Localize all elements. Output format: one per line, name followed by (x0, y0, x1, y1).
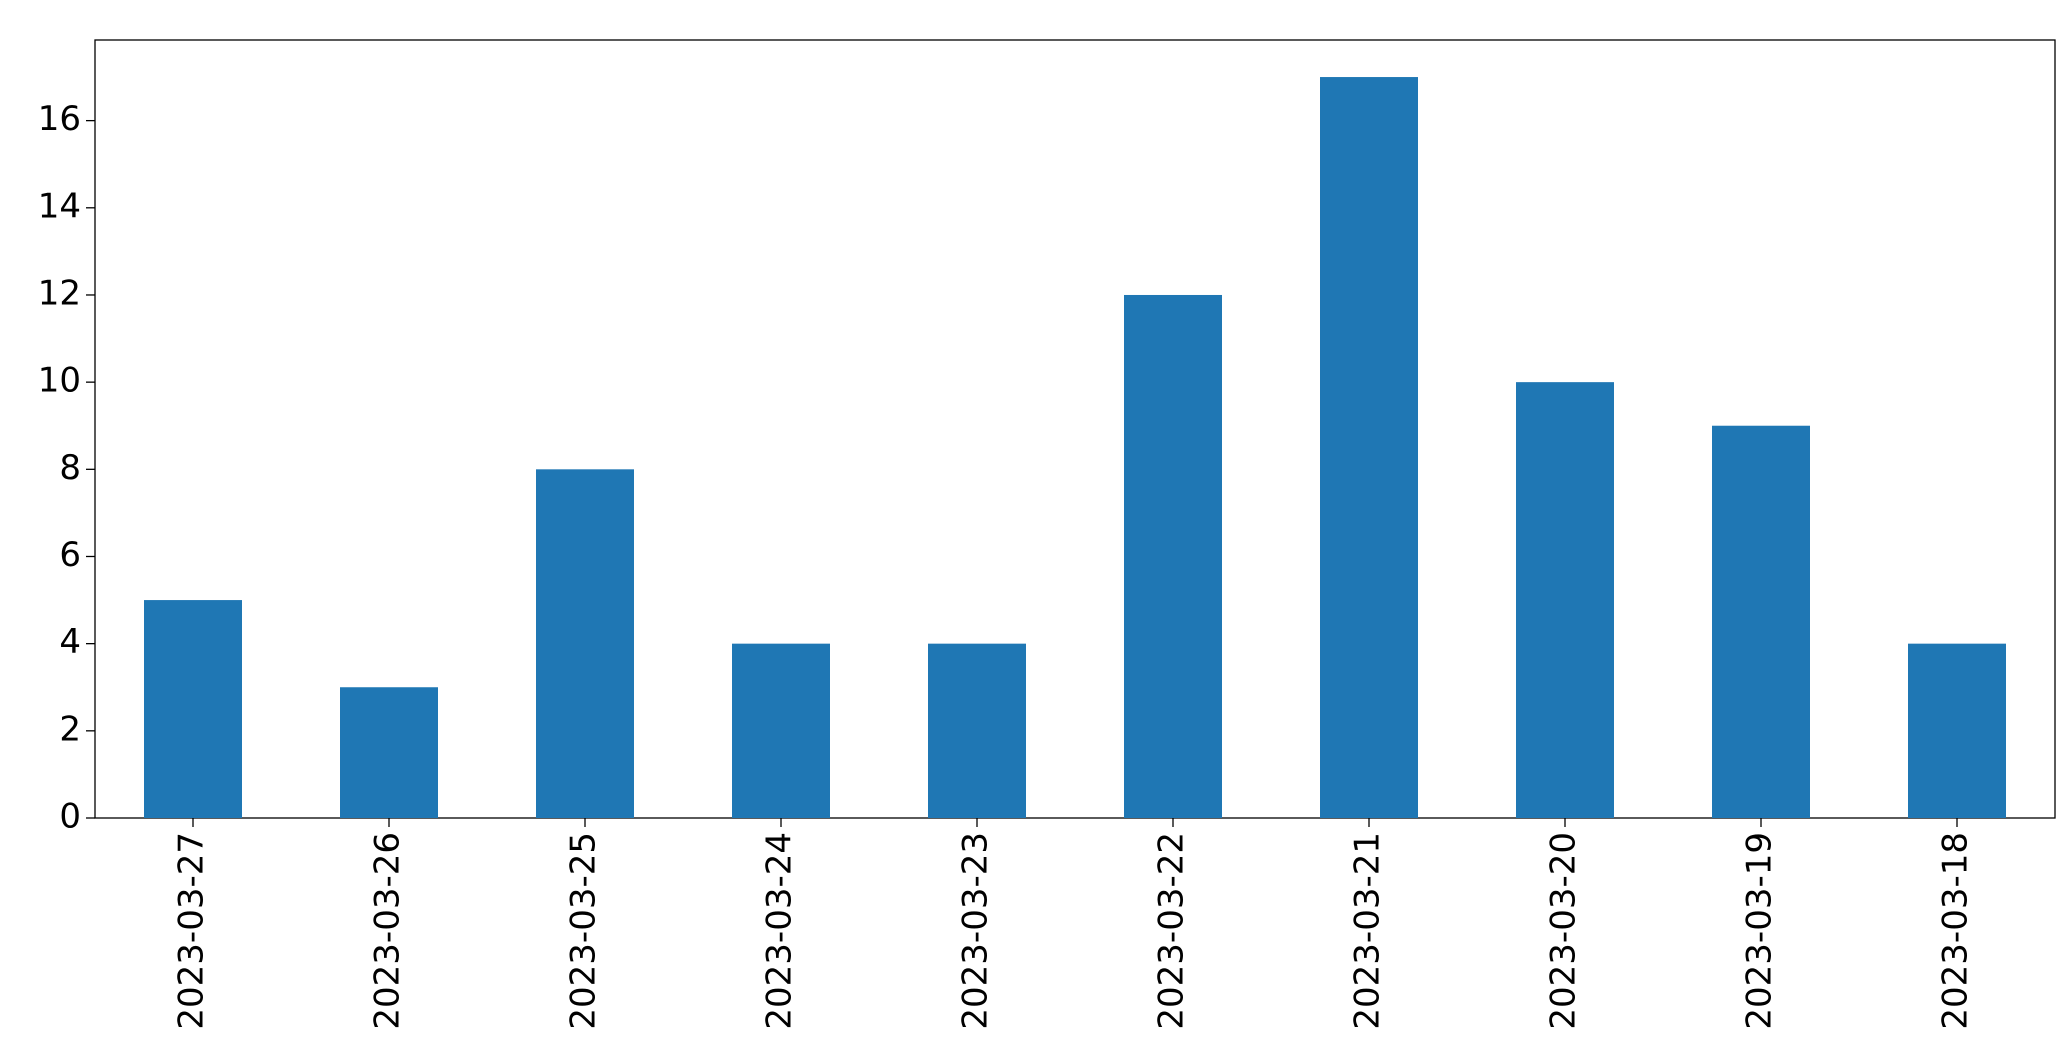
bar (1320, 77, 1418, 819)
y-tick-label: 10 (38, 361, 81, 401)
x-tick-label: 2023-03-23 (956, 832, 996, 1030)
y-tick-label: 12 (38, 273, 81, 313)
x-tick-label: 2023-03-21 (1348, 832, 1388, 1030)
y-tick-label: 16 (38, 99, 81, 139)
y-tick-label: 4 (59, 622, 81, 662)
plot-frame (94, 39, 2056, 819)
bar (340, 687, 438, 818)
bar (928, 643, 1026, 818)
y-tick-label: 14 (38, 186, 81, 226)
x-tick-label: 2023-03-26 (368, 832, 408, 1030)
x-tick-label: 2023-03-27 (172, 832, 212, 1030)
bar (1712, 425, 1810, 818)
x-tick-label: 2023-03-22 (1152, 832, 1192, 1030)
x-tick-label: 2023-03-24 (760, 832, 800, 1030)
bar (732, 643, 830, 818)
x-tick-label: 2023-03-18 (1936, 832, 1976, 1030)
y-tick-label: 0 (59, 797, 81, 837)
x-tick-label: 2023-03-25 (564, 832, 604, 1030)
bar (536, 469, 634, 818)
y-tick-label: 6 (59, 535, 81, 575)
y-tick-label: 2 (59, 709, 81, 749)
bar (1516, 382, 1614, 818)
bar (144, 600, 242, 818)
bar (1908, 643, 2006, 818)
bar (1124, 294, 1222, 818)
x-tick-label: 2023-03-19 (1740, 832, 1780, 1030)
y-tick-label: 8 (59, 448, 81, 488)
x-tick-label: 2023-03-20 (1544, 832, 1584, 1030)
